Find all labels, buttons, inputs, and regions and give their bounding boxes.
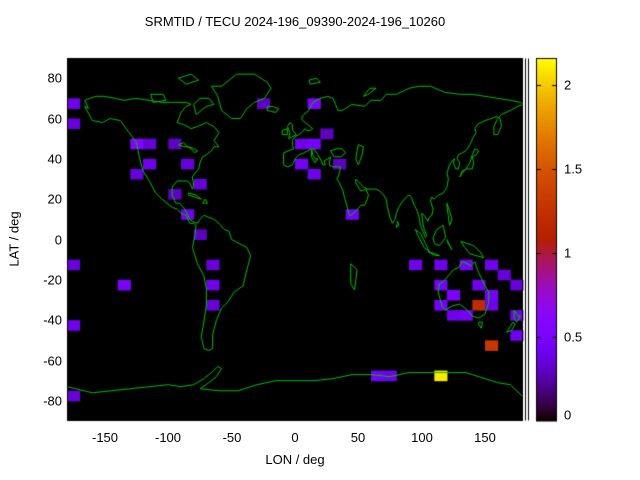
y-tick-label: -60 bbox=[43, 353, 62, 369]
y-tick-label: -80 bbox=[43, 393, 62, 409]
colorbar-tick-label: 0.5 bbox=[564, 329, 583, 345]
y-tick-label: 80 bbox=[47, 70, 62, 86]
y-tick-label: 40 bbox=[47, 151, 62, 167]
x-tick-label: 0 bbox=[291, 430, 299, 445]
x-tick-label: -50 bbox=[222, 430, 242, 445]
y-tick-label: -20 bbox=[43, 272, 62, 288]
x-tick-label: 100 bbox=[411, 430, 433, 445]
colorbar-tick-label: 1.5 bbox=[564, 161, 583, 177]
x-tick-label: 150 bbox=[474, 430, 496, 445]
x-tick-label: -150 bbox=[91, 430, 119, 445]
y-tick-label: 0 bbox=[54, 232, 62, 248]
y-tick-label: 60 bbox=[47, 111, 62, 127]
chart-title: SRMTID / TECU 2024-196_09390-2024-196_10… bbox=[144, 14, 446, 29]
x-tick-label: -100 bbox=[154, 430, 182, 445]
x-axis-label: LON / deg bbox=[265, 452, 325, 467]
x-tick-label: 50 bbox=[350, 430, 366, 445]
y-tick-label: 20 bbox=[47, 191, 62, 207]
colorbar-tick-label: 2 bbox=[564, 77, 572, 93]
colorbar-tick-label: 0 bbox=[564, 407, 572, 423]
y-tick-label: -40 bbox=[43, 312, 62, 328]
colorbar-tick-label: 1 bbox=[564, 245, 572, 261]
